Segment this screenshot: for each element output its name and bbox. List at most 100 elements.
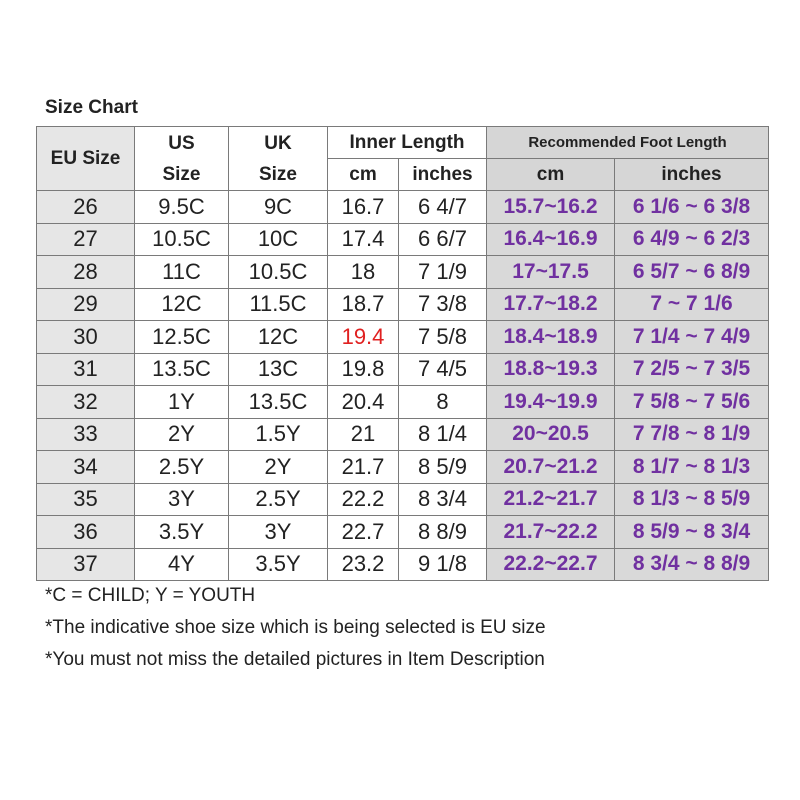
table-cell: 13.5C [228,385,328,419]
table-cell: 20~20.5 [486,417,615,451]
table-cell: 20.7~21.2 [486,450,615,484]
table-cell: 17~17.5 [486,255,615,289]
table-cell: 29 [36,287,135,321]
table-cell: 7 ~ 7 1/6 [614,287,769,321]
note: *The indicative shoe size which is being… [45,617,546,638]
table-cell: 17.4 [327,222,399,256]
table-cell: 11C [134,255,229,289]
table-row: 32 1Y 13.5C 20.4 8 19.4~19.9 7 5/8 ~ 7 5/6 [36,385,769,419]
table-cell: 2Y [134,417,229,451]
table-cell: 8 5/9 [398,450,487,484]
table-cell: 37 [36,547,135,581]
table-cell: 9 1/8 [398,547,487,581]
table-cell: 21.7~22.2 [486,515,615,549]
table-row: 36 3.5Y 3Y 22.7 8 8/9 21.7~22.2 8 5/9 ~ 8 3/4 [36,515,769,549]
table-cell: 34 [36,450,135,484]
note: *C = CHILD; Y = YOUTH [45,585,256,606]
table-row: 26 9.5C 9C 16.7 6 4/7 15.7~16.2 6 1/6 ~ 6 3/8 [36,190,769,224]
table-cell: 7 5/8 [398,320,487,354]
table-cell: 21.7 [327,450,399,484]
table-cell: 9.5C [134,190,229,224]
header-cell: UK Size [228,126,328,191]
table-cell: 8 1/4 [398,417,487,451]
title: Size Chart [45,97,138,118]
table-cell: 26 [36,190,135,224]
table-cell: 7 2/5 ~ 7 3/5 [614,352,769,386]
table-cell: 22.2 [327,482,399,516]
table-cell: 33 [36,417,135,451]
table-cell: 36 [36,515,135,549]
header-cell: inches [614,158,769,191]
table-row: 30 12.5C 12C 19.4 7 5/8 18.4~18.9 7 1/4 ~ 7 4/… [36,320,769,354]
note: *You must not miss the detailed pictures… [45,649,545,670]
table-cell: 6 6/7 [398,222,487,256]
table-cell: 8 8/9 [398,515,487,549]
table-row: 33 2Y 1.5Y 21 8 1/4 20~20.5 7 7/8 ~ 8 1/9 [36,417,769,451]
table-cell: 12.5C [134,320,229,354]
table-row: 37 4Y 3.5Y 23.2 9 1/8 22.2~22.7 8 3/4 ~ 8 8/9 [36,547,769,581]
table-cell: 7 4/5 [398,352,487,386]
table-cell: 6 1/6 ~ 6 3/8 [614,190,769,224]
table-cell: 10.5C [228,255,328,289]
table-cell: 18.8~19.3 [486,352,615,386]
table-cell: 10C [228,222,328,256]
table-cell: 23.2 [327,547,399,581]
table-row: 34 2.5Y 2Y 21.7 8 5/9 20.7~21.2 8 1/7 ~ 8 1/3 [36,450,769,484]
header-cell: cm [327,158,399,191]
table-cell: 3.5Y [134,515,229,549]
table-cell: 15.7~16.2 [486,190,615,224]
table-cell: 21 [327,417,399,451]
table-row: 29 12C 11.5C 18.7 7 3/8 17.7~18.2 7 ~ 7 1/6 [36,287,769,321]
header-cell: cm [486,158,615,191]
table-cell: 19.4 [327,320,399,354]
table-cell: 8 5/9 ~ 8 3/4 [614,515,769,549]
table-cell: 17.7~18.2 [486,287,615,321]
table-cell: 31 [36,352,135,386]
table-cell: 21.2~21.7 [486,482,615,516]
table-cell: 19.4~19.9 [486,385,615,419]
table-cell: 16.7 [327,190,399,224]
table-cell: 12C [134,287,229,321]
table-cell: 13.5C [134,352,229,386]
table-cell: 2.5Y [228,482,328,516]
table-cell: 20.4 [327,385,399,419]
table-cell: 6 5/7 ~ 6 8/9 [614,255,769,289]
header-cell: inches [398,158,487,191]
table-cell: 18.7 [327,287,399,321]
header-cell: Inner Length [327,126,487,159]
table-cell: 6 4/9 ~ 6 2/3 [614,222,769,256]
table-cell: 22.2~22.7 [486,547,615,581]
table-cell: 2Y [228,450,328,484]
table-cell: 10.5C [134,222,229,256]
header-cell: US Size [134,126,229,191]
table-cell: 7 1/4 ~ 7 4/9 [614,320,769,354]
table-cell: 35 [36,482,135,516]
table-cell: 6 4/7 [398,190,487,224]
table-cell: 8 3/4 ~ 8 8/9 [614,547,769,581]
table-cell: 2.5Y [134,450,229,484]
header-text: US Size [162,132,201,185]
header-cell: Recommended Foot Length [486,126,769,159]
table-cell: 28 [36,255,135,289]
table-cell: 22.7 [327,515,399,549]
table-cell: 13C [228,352,328,386]
table-cell: 3.5Y [228,547,328,581]
table-cell: 7 1/9 [398,255,487,289]
table-cell: 8 [398,385,487,419]
table-cell: 19.8 [327,352,399,386]
table-cell: 30 [36,320,135,354]
size-table: EU Size US Size UK Size Inner Length Rec… [36,126,769,581]
table-cell: 12C [228,320,328,354]
table-cell: 1.5Y [228,417,328,451]
table-cell: 3Y [134,482,229,516]
table-cell: 8 1/7 ~ 8 1/3 [614,450,769,484]
table-cell: 8 1/3 ~ 8 5/9 [614,482,769,516]
table-cell: 8 3/4 [398,482,487,516]
table-cell: 7 5/8 ~ 7 5/6 [614,385,769,419]
table-cell: 18 [327,255,399,289]
table-cell: 32 [36,385,135,419]
header-text: UK Size [258,132,298,185]
table-cell: 27 [36,222,135,256]
header-cell: EU Size [36,126,135,191]
